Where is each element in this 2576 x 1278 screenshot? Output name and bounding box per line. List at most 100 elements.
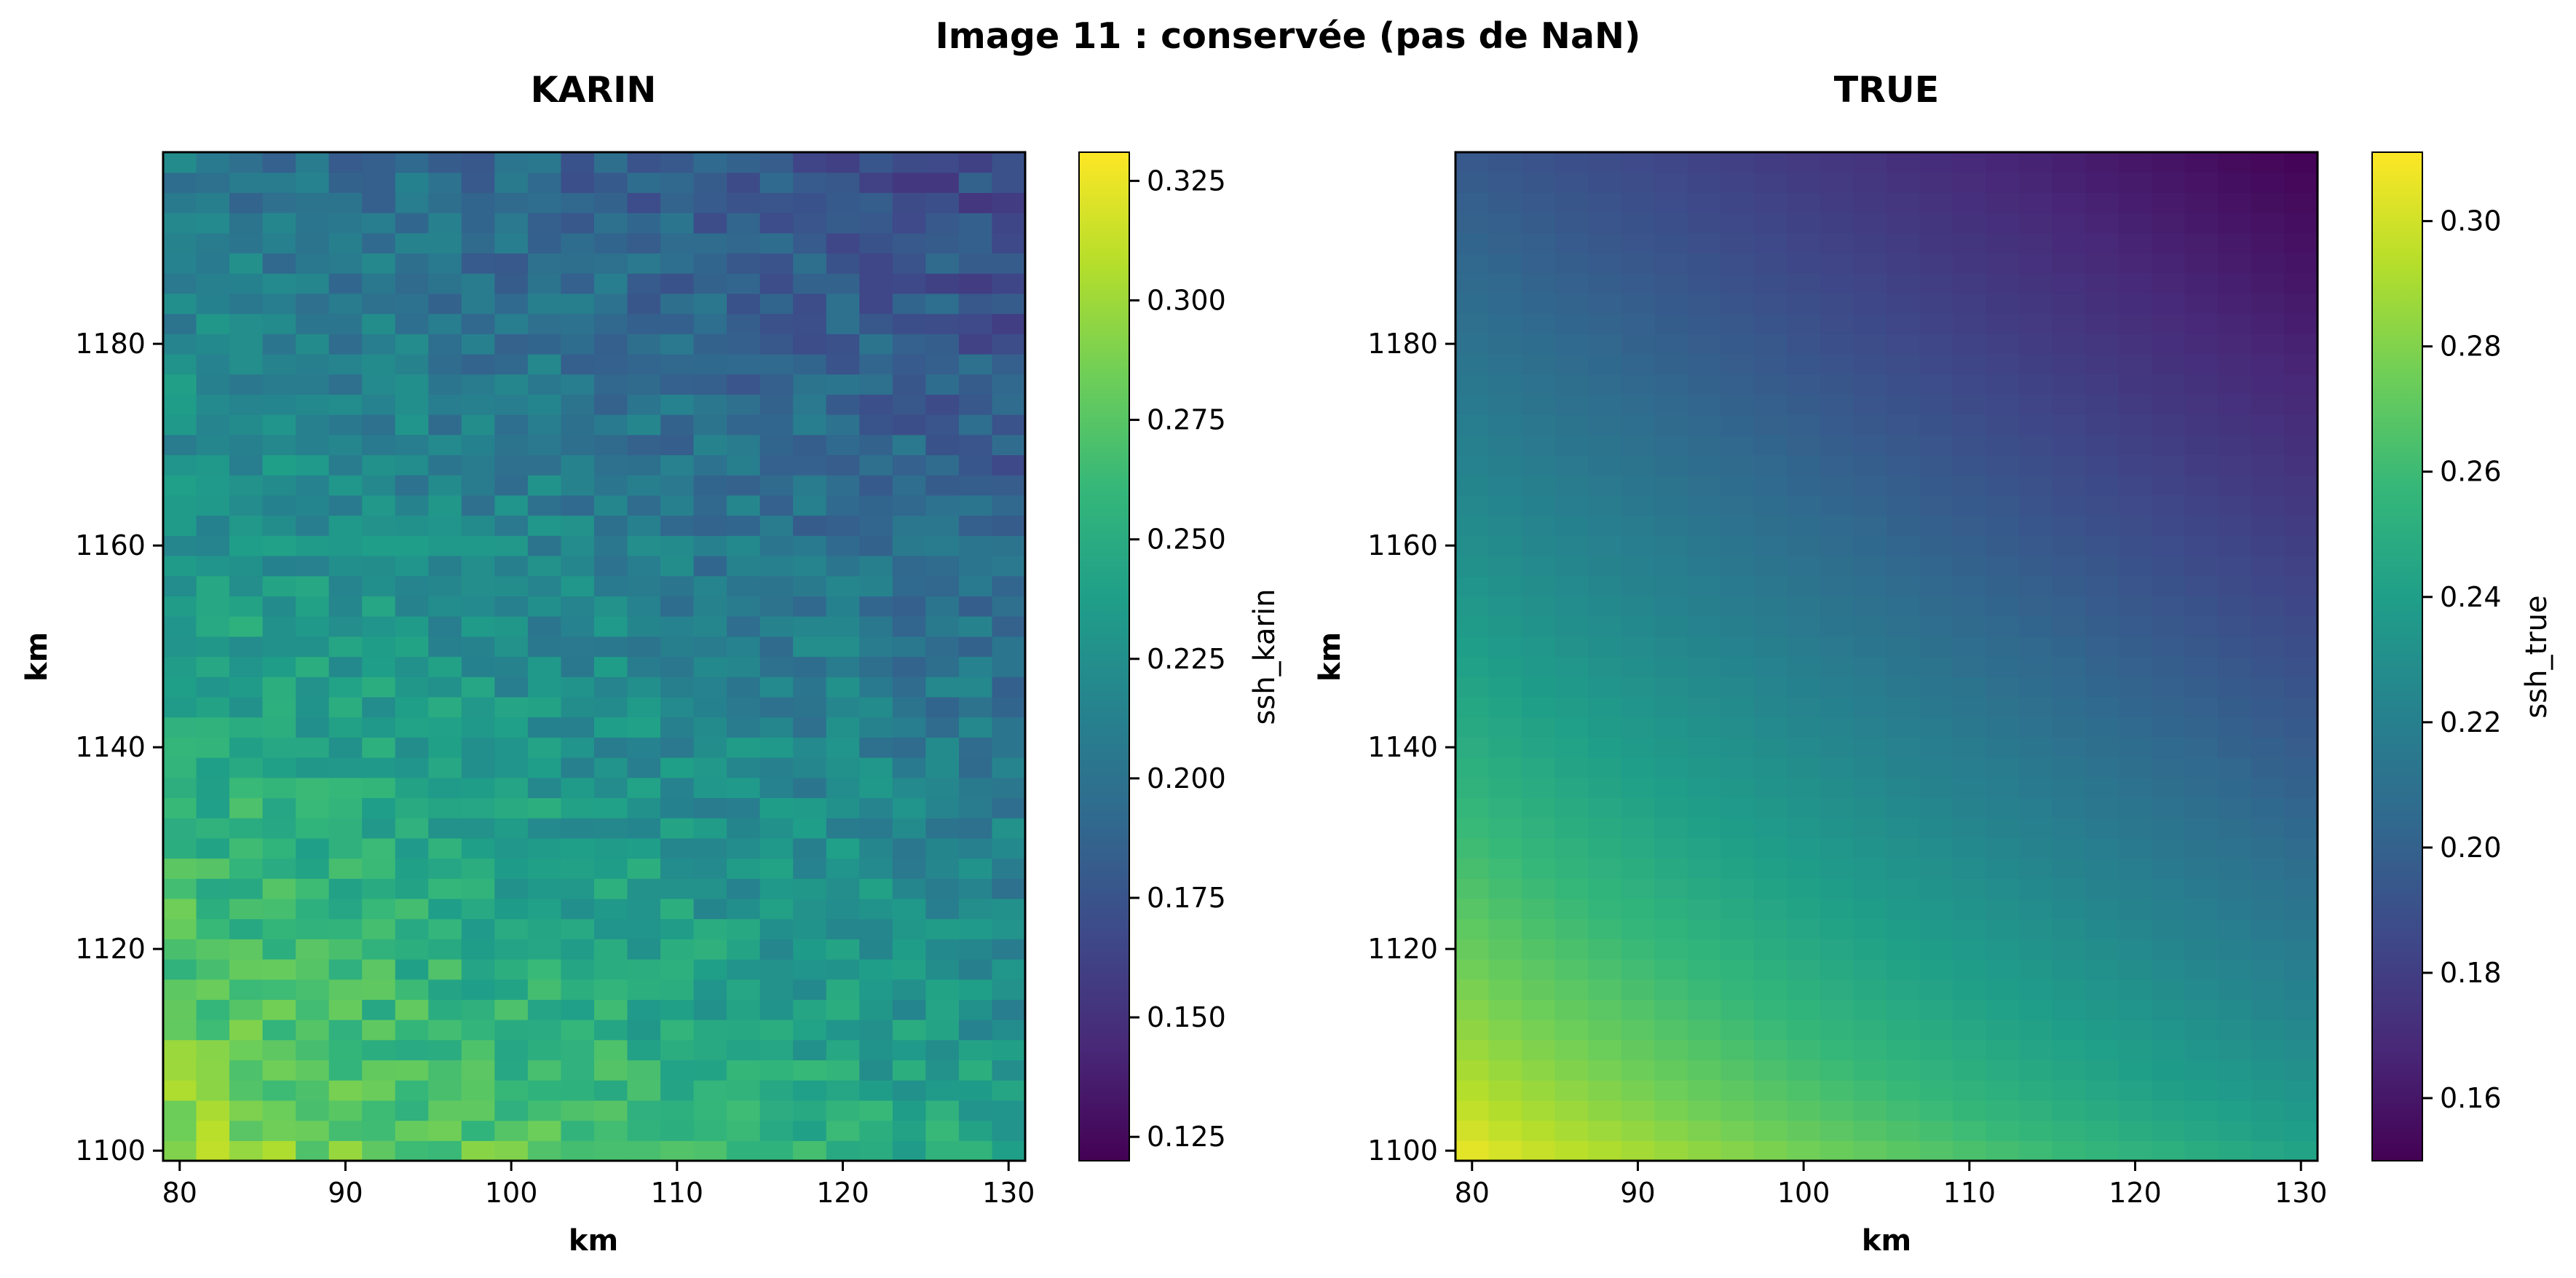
- heatmap-cell: [229, 192, 264, 213]
- heatmap-cell: [362, 677, 396, 698]
- heatmap-cell: [262, 959, 296, 980]
- heatmap-cell: [229, 797, 264, 819]
- heatmap-cell: [2251, 152, 2285, 173]
- heatmap-cell: [229, 1120, 264, 1141]
- heatmap-cell: [494, 454, 529, 476]
- heatmap-cell: [2218, 858, 2252, 879]
- heatmap-cell: [328, 898, 363, 920]
- heatmap-cell: [1654, 1019, 1688, 1041]
- heatmap-cell: [2218, 213, 2252, 234]
- heatmap-cell: [925, 354, 960, 375]
- heatmap-cell: [196, 232, 230, 254]
- heatmap-cell: [2052, 656, 2086, 677]
- heatmap-cell: [627, 596, 661, 617]
- heatmap-cell: [229, 737, 264, 758]
- heatmap-cell: [693, 232, 727, 254]
- heatmap-cell: [494, 818, 529, 839]
- heatmap-cell: [1654, 1060, 1688, 1081]
- heatmap-cell: [1720, 717, 1755, 738]
- heatmap-cell: [1522, 999, 1556, 1020]
- heatmap-cell: [892, 253, 926, 274]
- heatmap-cell: [793, 394, 827, 415]
- heatmap-cell: [2019, 656, 2053, 677]
- heatmap-cell: [1787, 515, 1821, 536]
- heatmap-cell: [362, 616, 396, 637]
- heatmap-cell: [1853, 999, 1887, 1020]
- heatmap-cell: [494, 1060, 529, 1081]
- heatmap-cell: [992, 616, 1026, 637]
- heatmap-cell: [793, 837, 827, 859]
- heatmap-cell: [196, 394, 230, 415]
- heatmap-cell: [727, 494, 761, 516]
- heatmap-cell: [1986, 818, 2020, 839]
- heatmap-cell: [2251, 656, 2285, 677]
- heatmap-cell: [1455, 898, 1490, 920]
- heatmap-cell: [328, 1039, 363, 1061]
- heatmap-cell: [759, 777, 794, 798]
- heatmap-cell: [428, 1039, 462, 1061]
- heatmap-cell: [2052, 494, 2086, 516]
- heatmap-cell: [461, 1080, 495, 1101]
- heatmap-cell: [958, 313, 993, 334]
- heatmap-cell: [1986, 172, 2020, 193]
- heatmap-cell: [627, 434, 661, 456]
- heatmap-cell: [892, 837, 926, 859]
- heatmap-cell: [627, 313, 661, 334]
- heatmap-cell: [2085, 354, 2119, 375]
- heatmap-cell: [2019, 878, 2053, 899]
- heatmap-cell: [793, 334, 827, 355]
- heatmap-cell: [1853, 1039, 1887, 1061]
- heatmap-cell: [2218, 152, 2252, 173]
- heatmap-cell: [793, 253, 827, 274]
- heatmap-cell: [660, 1019, 695, 1041]
- heatmap-cell: [793, 656, 827, 677]
- heatmap-cell: [1554, 232, 1589, 254]
- heatmap-cell: [461, 515, 495, 536]
- heatmap-cell: [1986, 213, 2020, 234]
- heatmap-cell: [1853, 232, 1887, 254]
- heatmap-cell: [660, 253, 695, 274]
- heatmap-cell: [1621, 232, 1655, 254]
- heatmap-cell: [1953, 737, 1987, 758]
- heatmap-cell: [2284, 535, 2318, 556]
- heatmap-cell: [1787, 434, 1821, 456]
- heatmap-cell: [693, 293, 727, 315]
- heatmap-cell: [2019, 1120, 2053, 1141]
- heatmap-cell: [660, 556, 695, 577]
- heatmap-cell: [992, 1140, 1026, 1161]
- heatmap-cell: [1886, 959, 1921, 980]
- heatmap-cell: [1588, 454, 1622, 476]
- heatmap-cell: [2085, 999, 2119, 1020]
- heatmap-cell: [1720, 273, 1755, 294]
- heatmap-cell: [2052, 717, 2086, 738]
- heatmap-cell: [1654, 152, 1688, 173]
- heatmap-cell: [196, 192, 230, 213]
- heatmap-cell: [2218, 777, 2252, 798]
- heatmap-cell: [892, 454, 926, 476]
- heatmap-cell: [1687, 636, 1721, 658]
- heatmap-cell: [1886, 918, 1921, 939]
- heatmap-cell: [1787, 696, 1821, 718]
- heatmap-cell: [2218, 1060, 2252, 1081]
- heatmap-cell: [2184, 777, 2219, 798]
- heatmap-cell: [793, 1019, 827, 1041]
- heatmap-cell: [362, 878, 396, 899]
- heatmap-cell: [2152, 757, 2186, 778]
- heatmap-cell: [1554, 1080, 1589, 1101]
- heatmap-cell: [2251, 556, 2285, 577]
- heatmap-cell: [1522, 293, 1556, 315]
- heatmap-cell: [561, 959, 595, 980]
- heatmap-cell: [1554, 454, 1589, 476]
- heatmap-cell: [2251, 837, 2285, 859]
- heatmap-cell: [1953, 293, 1987, 315]
- heatmap-cell: [2218, 575, 2252, 596]
- heatmap-cell: [494, 475, 529, 496]
- heatmap-cell: [826, 979, 860, 1000]
- heatmap-cell: [859, 454, 893, 476]
- heatmap-cell: [727, 1100, 761, 1121]
- heatmap-cell: [693, 918, 727, 939]
- heatmap-cell: [1455, 232, 1490, 254]
- heatmap-cell: [627, 1140, 661, 1161]
- heatmap-cell: [594, 898, 628, 920]
- heatmap-cell: [1654, 394, 1688, 415]
